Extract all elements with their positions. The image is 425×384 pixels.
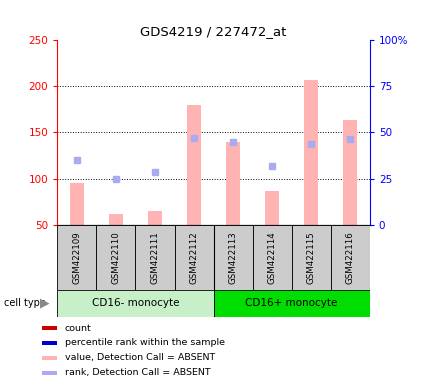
Title: GDS4219 / 227472_at: GDS4219 / 227472_at: [140, 25, 287, 38]
Bar: [42, 326, 57, 330]
Text: ▶: ▶: [40, 297, 49, 310]
Bar: [252, 225, 292, 290]
Bar: [42, 341, 57, 345]
Bar: [57, 290, 213, 317]
Text: CD16- monocyte: CD16- monocyte: [92, 298, 179, 308]
Bar: [187, 105, 201, 225]
Text: count: count: [65, 324, 91, 333]
Bar: [226, 142, 240, 225]
Bar: [42, 371, 57, 375]
Text: GSM422109: GSM422109: [72, 231, 82, 284]
Text: rank, Detection Call = ABSENT: rank, Detection Call = ABSENT: [65, 368, 210, 377]
Bar: [265, 190, 279, 225]
Text: GSM422114: GSM422114: [268, 231, 277, 284]
Bar: [96, 225, 136, 290]
Bar: [136, 225, 175, 290]
Text: GSM422115: GSM422115: [307, 231, 316, 284]
Bar: [42, 356, 57, 360]
Bar: [343, 121, 357, 225]
Text: GSM422110: GSM422110: [111, 231, 120, 284]
Text: CD16+ monocyte: CD16+ monocyte: [246, 298, 338, 308]
Text: percentile rank within the sample: percentile rank within the sample: [65, 338, 224, 348]
Text: cell type: cell type: [4, 298, 46, 308]
Bar: [57, 225, 96, 290]
Bar: [213, 225, 252, 290]
Bar: [70, 183, 84, 225]
Text: GSM422111: GSM422111: [150, 231, 159, 284]
Bar: [175, 225, 213, 290]
Bar: [213, 290, 370, 317]
Text: value, Detection Call = ABSENT: value, Detection Call = ABSENT: [65, 353, 215, 362]
Bar: [292, 225, 331, 290]
Text: GSM422116: GSM422116: [346, 231, 355, 284]
Text: GSM422113: GSM422113: [229, 231, 238, 284]
Text: GSM422112: GSM422112: [190, 231, 198, 284]
Bar: [331, 225, 370, 290]
Bar: [304, 80, 318, 225]
Bar: [148, 211, 162, 225]
Bar: [109, 214, 123, 225]
